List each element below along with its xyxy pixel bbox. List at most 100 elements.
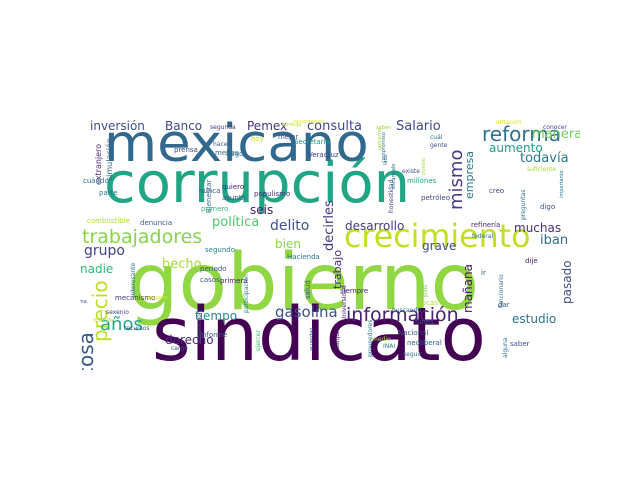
cloud-word: Veracruz [308,151,339,159]
word-cloud: gobierno sindicato corrupción mexicano creci… [80,120,580,370]
cloud-word: primera [220,277,248,285]
cloud-word: gasolina [275,303,338,321]
cloud-word: trabajo [331,250,344,290]
cloud-word: neoliberal [407,339,442,347]
cloud-word: saber [510,340,530,348]
cloud-word: ejercer [255,330,262,351]
cloud-word: Salario [396,120,441,134]
cloud-word: Universidad [341,285,348,321]
cloud-word: conocer [543,124,567,131]
cloud-word: todavía [520,151,569,166]
cloud-word: gobierno [128,238,480,328]
cloud-word: INAI [383,343,396,350]
cloud-word: reforma [482,122,561,146]
cloud-word: forma [80,299,87,305]
cloud-word: seis [250,203,274,217]
cloud-word: millones [407,177,437,185]
cloud-word: cuál [430,134,443,141]
cloud-word: bien [275,237,301,251]
cloud-word: salud [304,280,312,299]
cloud-word: digo [540,203,556,211]
cloud-word: consulta [307,120,363,134]
cloud-word: suficiente [527,166,557,173]
cloud-word: mañana [461,264,475,313]
cloud-word: hecho [162,257,202,272]
cloud-word: seguir [403,351,422,358]
cloud-word: respeto [148,295,167,301]
cloud-word: país [422,285,429,298]
cloud-word: Pemex [247,120,288,133]
cloud-word: primero [201,205,229,213]
cloud-word: federal [472,233,494,240]
cloud-word: menos [215,149,239,157]
cloud-word: inflación [496,120,522,126]
cloud-word: ir [481,269,486,277]
cloud-word: mundo [93,317,114,324]
cloud-word: decirles [322,200,337,251]
cloud-word: nadie [80,262,114,276]
cloud-word: hago [226,150,244,158]
cloud-word: Hacienda [287,253,320,261]
cloud-word: años [100,314,143,335]
cloud-word: nunca [199,187,221,195]
cloud-word: sexenio [106,309,129,316]
cloud-word: estudio [512,312,557,326]
cloud-word: petróleo [421,194,451,202]
cloud-word: asunto [222,194,246,202]
cloud-word: tiempo [195,309,238,323]
cloud-word: dije [525,257,538,265]
cloud-word: empresa [463,151,476,199]
cloud-word: simulación [105,138,114,181]
cloud-word: creo [489,187,505,195]
cloud-word: acuerdan [309,328,315,352]
cloud-word: escándalo [391,164,397,190]
cloud-word: grupo [84,243,125,259]
cloud-word: cosa [80,332,98,370]
cloud-word: pasado [560,260,574,304]
cloud-word: Banco [165,120,203,133]
cloud-word: dar [498,301,510,309]
cloud-word: crecimiento [344,217,531,255]
cloud-word: cuándo [83,177,109,185]
cloud-word: cualquier [334,325,341,353]
cloud-word: corrupción [104,151,411,216]
cloud-word: segundo [205,246,235,254]
cloud-word: parte [99,189,118,197]
cloud-word: preguntas [520,190,527,221]
cloud-word: informe [200,331,228,339]
cloud-word: medio [372,336,391,343]
cloud-word: hoy [251,135,264,143]
cloud-word: Bocas [417,299,438,307]
cloud-word: interesante [130,263,137,298]
cloud-word: burbuja [282,122,302,128]
cloud-word: mejor [278,133,299,141]
cloud-word: cuatro [159,355,179,362]
cloud-word: importante [559,170,565,198]
cloud-word: quiero [222,183,245,191]
cloud-word: refinería [471,221,501,229]
cloud-word: casos [200,276,220,284]
cloud-word: combustible [87,217,130,225]
cloud-word: existe [402,168,420,175]
cloud-word: muchas [514,221,562,235]
cloud-word: gobierno [377,128,383,151]
cloud-word: sindicato [152,292,486,370]
cloud-word: mecanismo [115,294,156,302]
cloud-word: recursos [124,325,150,332]
cloud-word: saben [376,125,392,131]
cloud-word: gente [430,142,448,149]
cloud-word: segunda [210,124,236,131]
cloud-word: periodo [200,265,227,273]
cloud-word: proveedores [367,320,374,358]
cloud-word: política [212,215,260,230]
cloud-word: trabajadores [82,226,203,248]
cloud-word: información [346,304,459,326]
cloud-word: denuncia [140,219,173,227]
cloud-word: populismo [254,190,291,198]
cloud-word: iban [540,233,569,248]
cloud-word: desarrollo [345,219,405,233]
cloud-word: inversión [90,120,145,133]
cloud-word: Nacional [398,329,429,337]
cloud-word: cargo [171,345,188,352]
cloud-word: manera [532,127,580,142]
